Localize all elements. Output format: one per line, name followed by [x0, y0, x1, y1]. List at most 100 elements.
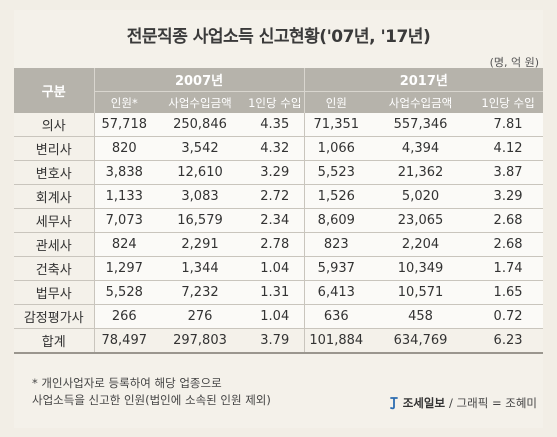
table-row: 회계사 1,133 3,083 2.72 1,526 5,020 3.29: [14, 184, 544, 209]
column-header: 1인당 수입: [246, 91, 305, 113]
table-cell: 824: [94, 232, 154, 257]
column-header: 사업수입금액: [368, 91, 474, 113]
table-cell: 71,351: [303, 113, 369, 137]
table-cell: 16,579: [154, 208, 246, 233]
table-cell: 10,349: [368, 256, 474, 281]
table-cell: 2,291: [154, 232, 246, 257]
table-cell: 4,394: [368, 136, 474, 161]
table-row: 건축사 1,297 1,344 1.04 5,937 10,349 1.74: [14, 256, 544, 281]
table-cell: 7,232: [154, 280, 246, 305]
table-cell: 3.87: [473, 160, 544, 185]
table-cell: 10,571: [368, 280, 474, 305]
table-cell: 2.72: [246, 184, 305, 209]
table-row: 법무사 5,528 7,232 1.31 6,413 10,571 1.65: [14, 280, 544, 305]
table-cell: 6.23: [473, 328, 544, 354]
table-cell: 7,073: [94, 208, 154, 233]
table-cell: 250,846: [154, 113, 246, 137]
table-cell: 12,610: [154, 160, 246, 185]
table-row: 합계 78,497 297,803 3.79 101,884 634,769 6.23: [14, 328, 544, 354]
table-cell: 4.12: [473, 136, 544, 161]
graphic-credit: / 그래픽 = 조혜미: [449, 396, 537, 410]
table-row: 세무사 7,073 16,579 2.34 8,609 23,065 2.68: [14, 208, 544, 233]
table-cell: 5,528: [94, 280, 154, 305]
brand-name: 조세일보: [402, 396, 446, 410]
row-label: 세무사: [14, 208, 95, 233]
table-cell: 2,204: [368, 232, 474, 257]
table-cell: 1.04: [246, 256, 305, 281]
table-row: 변호사 3,838 12,610 3.29 5,523 21,362 3.87: [14, 160, 544, 185]
table-cell: 3,838: [94, 160, 154, 185]
table-cell: 7.81: [473, 113, 544, 137]
table-cell: 8,609: [303, 208, 369, 233]
page-title: 전문직종 사업소득 신고현황('07년, '17년): [126, 27, 431, 47]
table-cell: 78,497: [94, 328, 154, 354]
group-header-2017: 2017년: [303, 68, 544, 92]
table-cell: 458: [368, 304, 474, 329]
table-row: 관세사 824 2,291 2.78 823 2,204 2.68: [14, 232, 544, 257]
table-cell: 2.78: [246, 232, 305, 257]
footnote-line: * 개인사업자로 등록하여 해당 업종으로: [32, 376, 222, 390]
infographic: 전문직종 사업소득 신고현황('07년, '17년) (명, 억 원) 구분 2…: [14, 10, 544, 428]
unit-label: (명, 억 원): [489, 56, 539, 69]
table-cell: 0.72: [473, 304, 544, 329]
table-cell: 57,718: [94, 113, 154, 137]
row-label: 건축사: [14, 256, 95, 281]
column-header: 인원: [303, 91, 369, 113]
income-table: 구분 2007년 2017년 인원* 사업수입금액 1인당 수입 인원 사업수입…: [14, 68, 544, 354]
table-cell: 5,937: [303, 256, 369, 281]
row-header: 구분: [14, 68, 95, 113]
table-row: 의사 57,718 250,846 4.35 71,351 557,346 7.81: [14, 113, 544, 137]
table-cell: 2.34: [246, 208, 305, 233]
table-cell: 823: [303, 232, 369, 257]
brand-logo-icon: [389, 396, 399, 410]
table-cell: 2.68: [473, 208, 544, 233]
table-cell: 3,542: [154, 136, 246, 161]
table-cell: 4.35: [246, 113, 305, 137]
table-cell: 266: [94, 304, 154, 329]
table-cell: 1,133: [94, 184, 154, 209]
row-label: 법무사: [14, 280, 95, 305]
footnote: * 개인사업자로 등록하여 해당 업종으로 사업소득을 신고한 인원(법인에 소…: [32, 375, 271, 409]
table-cell: 3.29: [473, 184, 544, 209]
row-label: 관세사: [14, 232, 95, 257]
column-header: 인원*: [94, 91, 154, 113]
row-label: 회계사: [14, 184, 95, 209]
table-cell: 636: [303, 304, 369, 329]
table-cell: 5,523: [303, 160, 369, 185]
table-cell: 276: [154, 304, 246, 329]
table-cell: 6,413: [303, 280, 369, 305]
row-label: 합계: [14, 328, 95, 354]
table-cell: 297,803: [154, 328, 246, 354]
table-cell: 820: [94, 136, 154, 161]
table-row: 감정평가사 266 276 1.04 636 458 0.72: [14, 304, 544, 329]
table-cell: 2.68: [473, 232, 544, 257]
group-header-2007: 2007년: [94, 68, 305, 92]
table-cell: 634,769: [368, 328, 474, 354]
table-cell: 1.74: [473, 256, 544, 281]
table-row: 변리사 820 3,542 4.32 1,066 4,394 4.12: [14, 136, 544, 161]
table-cell: 1.31: [246, 280, 305, 305]
row-label: 변리사: [14, 136, 95, 161]
column-header: 1인당 수입: [473, 91, 544, 113]
table-cell: 21,362: [368, 160, 474, 185]
table-cell: 1.04: [246, 304, 305, 329]
row-label: 변호사: [14, 160, 95, 185]
table-cell: 101,884: [303, 328, 369, 354]
table-cell: 1,344: [154, 256, 246, 281]
table-cell: 557,346: [368, 113, 474, 137]
table-cell: 3,083: [154, 184, 246, 209]
row-label: 감정평가사: [14, 304, 95, 329]
table-cell: 5,020: [368, 184, 474, 209]
row-label: 의사: [14, 113, 95, 137]
table-cell: 1,526: [303, 184, 369, 209]
credit: 조세일보 / 그래픽 = 조혜미: [389, 395, 537, 411]
column-header: 사업수입금액: [154, 91, 246, 113]
table-cell: 1,066: [303, 136, 369, 161]
table-cell: 3.29: [246, 160, 305, 185]
footnote-line: 사업소득을 신고한 인원(법인에 소속된 인원 제외): [32, 393, 271, 407]
table-cell: 1,297: [94, 256, 154, 281]
table-cell: 1.65: [473, 280, 544, 305]
table-cell: 23,065: [368, 208, 474, 233]
table-cell: 4.32: [246, 136, 305, 161]
table-cell: 3.79: [246, 328, 305, 354]
